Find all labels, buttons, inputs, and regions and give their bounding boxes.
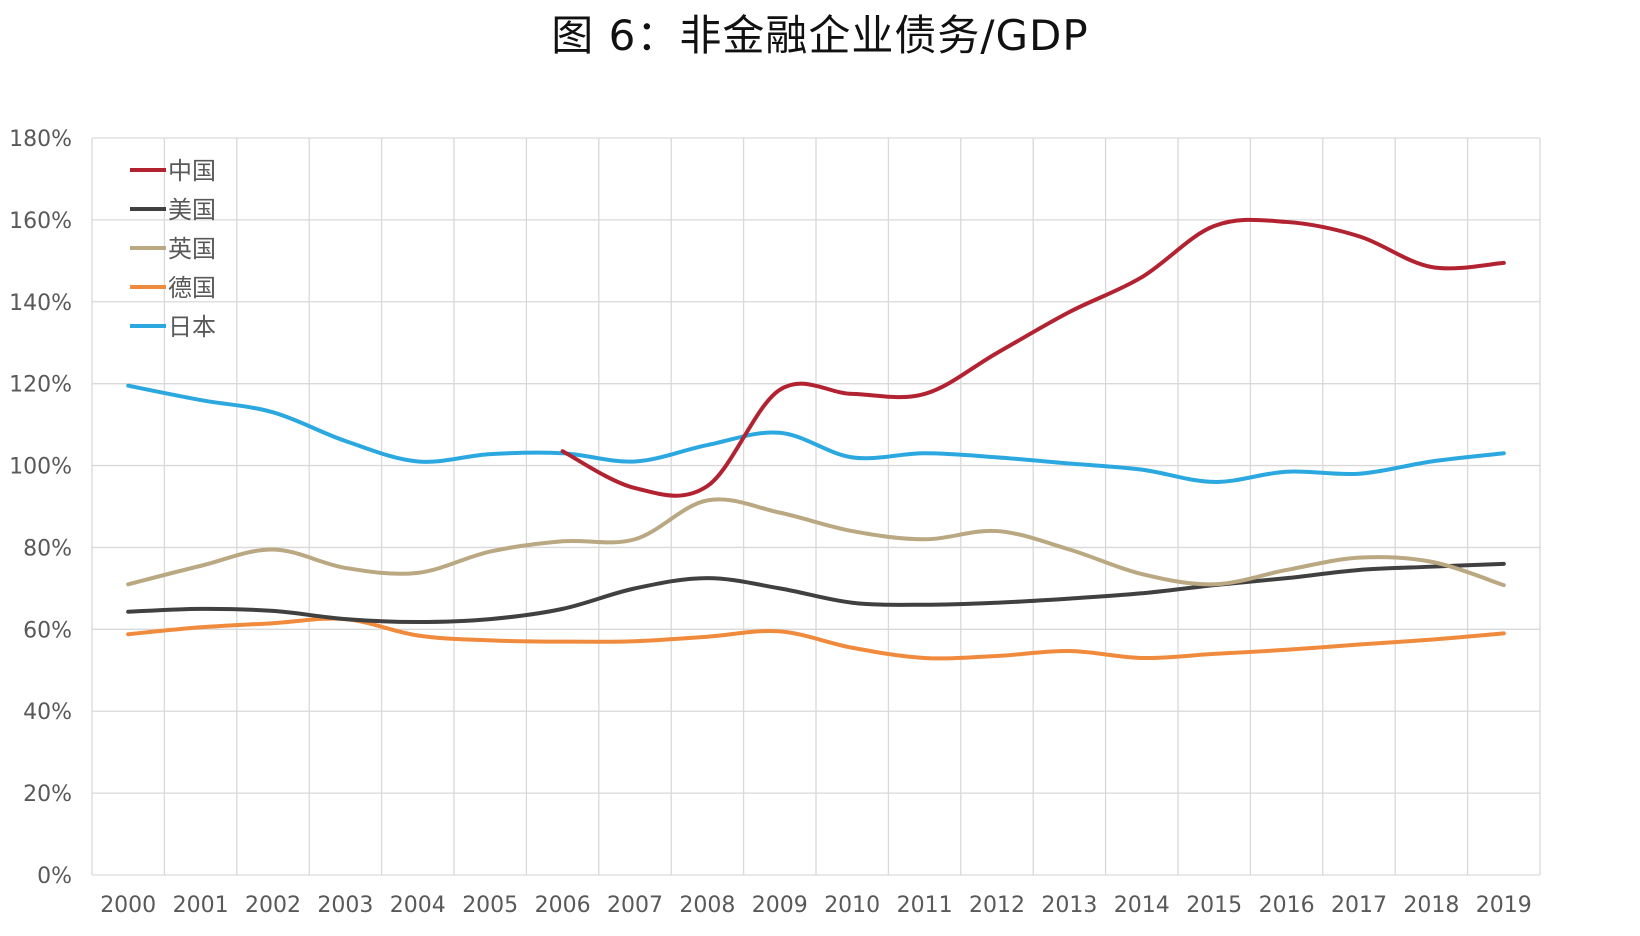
chart-title: 图 6：非金融企业债务/GDP	[551, 11, 1089, 60]
x-tick-label: 2009	[752, 893, 808, 918]
series-line-5	[126, 383, 1506, 484]
x-tick-label: 2001	[173, 893, 229, 918]
x-tick-label: 2004	[390, 893, 446, 918]
x-tick-label: 2006	[535, 893, 591, 918]
x-tick-label: 2012	[969, 893, 1025, 918]
legend-label: 美国	[168, 196, 216, 224]
x-tick-label: 2013	[1041, 893, 1097, 918]
y-axis-ticks: 0% 20% 40% 60% 80% 100% 120% 140% 160% 180%	[9, 127, 72, 889]
x-axis-ticks: 2000 2001 2002 2003 2004 2005 2006 2007 2008 2009…	[100, 893, 1532, 918]
x-tick-label: 2003	[317, 893, 373, 918]
y-tick-label: 160%	[9, 209, 72, 234]
x-tick-label: 2015	[1186, 893, 1242, 918]
x-tick-label: 2008	[679, 893, 735, 918]
x-tick-label: 2002	[245, 893, 301, 918]
y-tick-label: 140%	[9, 291, 72, 316]
x-tick-label: 2017	[1331, 893, 1387, 918]
y-tick-label: 0%	[37, 864, 72, 889]
y-tick-label: 80%	[23, 536, 72, 561]
x-tick-label: 2019	[1476, 893, 1532, 918]
series-line-1	[560, 217, 1506, 498]
series-line-3	[126, 497, 1506, 588]
y-tick-label: 40%	[23, 700, 72, 725]
x-tick-label: 2018	[1403, 893, 1459, 918]
y-tick-label: 60%	[23, 618, 72, 643]
legend-label: 英国	[168, 235, 216, 263]
legend-label: 德国	[168, 274, 216, 302]
y-tick-label: 100%	[9, 455, 72, 480]
x-tick-label: 2014	[1114, 893, 1170, 918]
x-tick-label: 2011	[897, 893, 953, 918]
series-line-2	[126, 561, 1506, 624]
legend-label: 中国	[168, 157, 216, 185]
x-tick-label: 2016	[1259, 893, 1315, 918]
y-tick-label: 20%	[23, 782, 72, 807]
legend-label: 日本	[168, 313, 216, 341]
x-tick-label: 2000	[100, 893, 156, 918]
x-tick-label: 2010	[824, 893, 880, 918]
series-lines	[126, 217, 1506, 661]
x-tick-label: 2005	[462, 893, 518, 918]
grid	[91, 137, 1541, 876]
x-tick-label: 2007	[607, 893, 663, 918]
y-tick-label: 120%	[9, 373, 72, 398]
y-tick-label: 180%	[9, 127, 72, 152]
